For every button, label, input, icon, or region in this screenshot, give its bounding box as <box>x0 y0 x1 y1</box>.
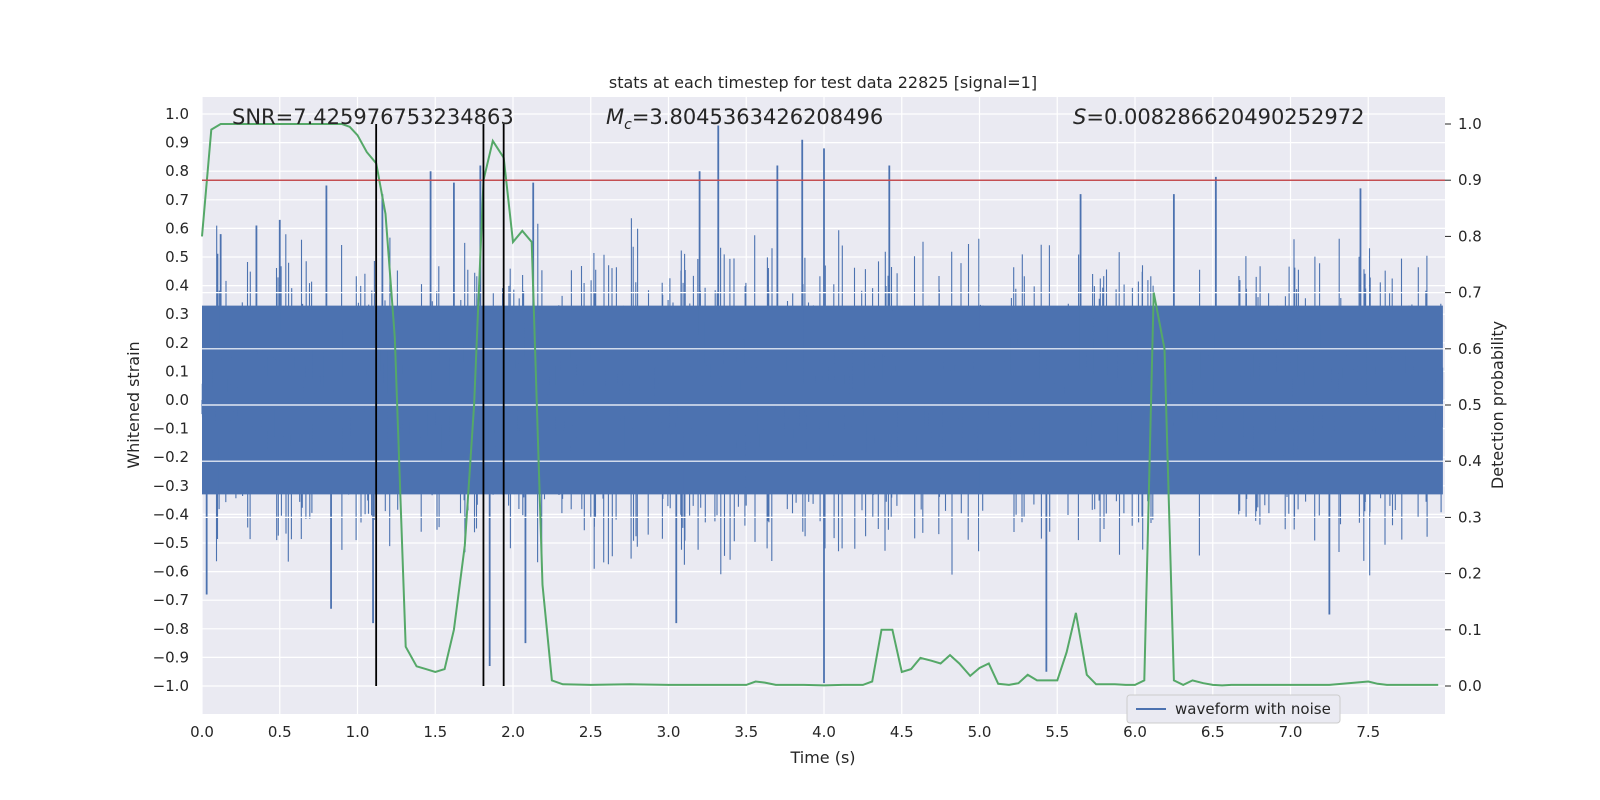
y-tick-label: −0.9 <box>153 648 189 666</box>
chirp-mass-subscript: c <box>624 117 632 133</box>
y2-tick-label: 0.7 <box>1458 284 1482 302</box>
y2-tick-label: 0.1 <box>1458 621 1482 639</box>
x-tick-label: 6.0 <box>1123 723 1147 741</box>
y-axis-label: Whitened strain <box>124 341 143 468</box>
y2-tick-label: 0.6 <box>1458 340 1482 358</box>
chart-title: stats at each timestep for test data 228… <box>609 73 1037 92</box>
y-tick-label: −0.6 <box>153 563 189 581</box>
y-tick-label: 0.1 <box>165 362 189 380</box>
y-tick-label: −0.1 <box>153 420 189 438</box>
x-tick-label: 0.0 <box>190 723 214 741</box>
x-tick-label: 5.0 <box>968 723 992 741</box>
y-tick-label: 0.7 <box>165 191 189 209</box>
y2-tick-label: 0.0 <box>1458 677 1482 695</box>
y-tick-label: 0.2 <box>165 334 189 352</box>
vertical-lines <box>375 124 505 686</box>
x-tick-label: 1.5 <box>423 723 447 741</box>
x-tick-label: 4.5 <box>890 723 914 741</box>
waveform-series <box>201 125 1445 684</box>
s-value: =0.008286620490252972 <box>1086 105 1364 129</box>
y2-tick-label: 0.9 <box>1458 171 1482 189</box>
x-axis-ticks: 0.0 0.5 1.0 1.5 2.0 2.5 3.0 3.5 4.0 4.5 5.0 5.5 6.0 6… <box>190 723 1380 741</box>
x-tick-label: 5.5 <box>1045 723 1069 741</box>
y-tick-label: 0.4 <box>165 277 189 295</box>
legend-label: waveform with noise <box>1175 700 1331 718</box>
x-tick-label: 1.0 <box>346 723 370 741</box>
x-tick-label: 0.5 <box>268 723 292 741</box>
probability-series <box>201 123 1439 687</box>
x-tick-label: 7.0 <box>1279 723 1303 741</box>
x-tick-label: 2.5 <box>579 723 603 741</box>
snr-annotation: SNR=7.425976753234863 <box>232 105 514 129</box>
y2-axis-ticks: 1.0 0.9 0.8 0.7 0.6 0.5 0.4 0.3 0.2 0.1 0.0 <box>1445 115 1482 695</box>
s-symbol: S <box>1073 105 1086 129</box>
y2-axis-label: Detection probability <box>1488 321 1507 489</box>
y-tick-label: −0.5 <box>153 534 189 552</box>
probability-line <box>201 123 1439 687</box>
y2-tick-label: 0.3 <box>1458 508 1482 526</box>
y-tick-label: 1.0 <box>165 105 189 123</box>
legend: waveform with noise <box>1126 694 1341 724</box>
x-tick-label: 6.5 <box>1201 723 1225 741</box>
x-tick-label: 7.5 <box>1356 723 1380 741</box>
y-axis-ticks: 1.0 0.9 0.8 0.7 0.6 0.5 0.4 0.3 0.2 0.1 0.0 −0.1 −0.… <box>153 105 189 695</box>
s-annotation: S=0.008286620490252972 <box>1073 105 1364 129</box>
chirp-mass-annotation: Mc=3.8045363426208496 <box>606 105 883 133</box>
chirp-mass-value: =3.8045363426208496 <box>632 105 883 129</box>
y-tick-label: −0.7 <box>153 591 189 609</box>
y2-tick-label: 0.8 <box>1458 227 1482 245</box>
x-tick-label: 3.0 <box>657 723 681 741</box>
y-tick-label: 0.5 <box>165 248 189 266</box>
chirp-mass-symbol: M <box>606 105 624 129</box>
x-axis-label: Time (s) <box>789 748 855 767</box>
y2-tick-label: 0.5 <box>1458 396 1482 414</box>
y-tick-label: 0.0 <box>165 391 189 409</box>
y2-tick-label: 0.4 <box>1458 452 1482 470</box>
y-tick-label: 0.9 <box>165 134 189 152</box>
y-tick-label: 0.3 <box>165 305 189 323</box>
y-tick-label: 0.8 <box>165 162 189 180</box>
y-tick-label: −0.2 <box>153 448 189 466</box>
y-tick-label: −0.4 <box>153 505 189 523</box>
y2-tick-label: 1.0 <box>1458 115 1482 133</box>
y2-tick-label: 0.2 <box>1458 565 1482 583</box>
y-tick-label: 0.6 <box>165 219 189 237</box>
y-tick-label: −1.0 <box>153 677 189 695</box>
legend-box <box>1126 694 1341 724</box>
x-tick-label: 3.5 <box>734 723 758 741</box>
y-tick-label: −0.3 <box>153 477 189 495</box>
x-tick-label: 2.0 <box>501 723 525 741</box>
x-tick-label: 4.0 <box>812 723 836 741</box>
y-tick-label: −0.8 <box>153 620 189 638</box>
